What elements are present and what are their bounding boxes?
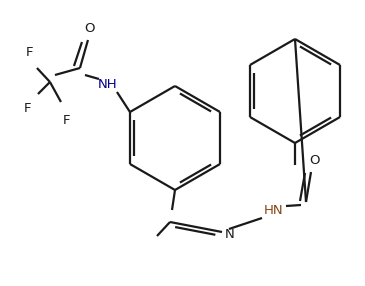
Text: N: N (225, 227, 235, 241)
Text: O: O (309, 154, 319, 166)
Text: F: F (63, 114, 71, 126)
Text: HN: HN (264, 204, 284, 217)
Text: F: F (24, 102, 32, 114)
Text: NH: NH (98, 78, 118, 90)
Text: F: F (26, 45, 34, 59)
Text: O: O (85, 21, 95, 35)
